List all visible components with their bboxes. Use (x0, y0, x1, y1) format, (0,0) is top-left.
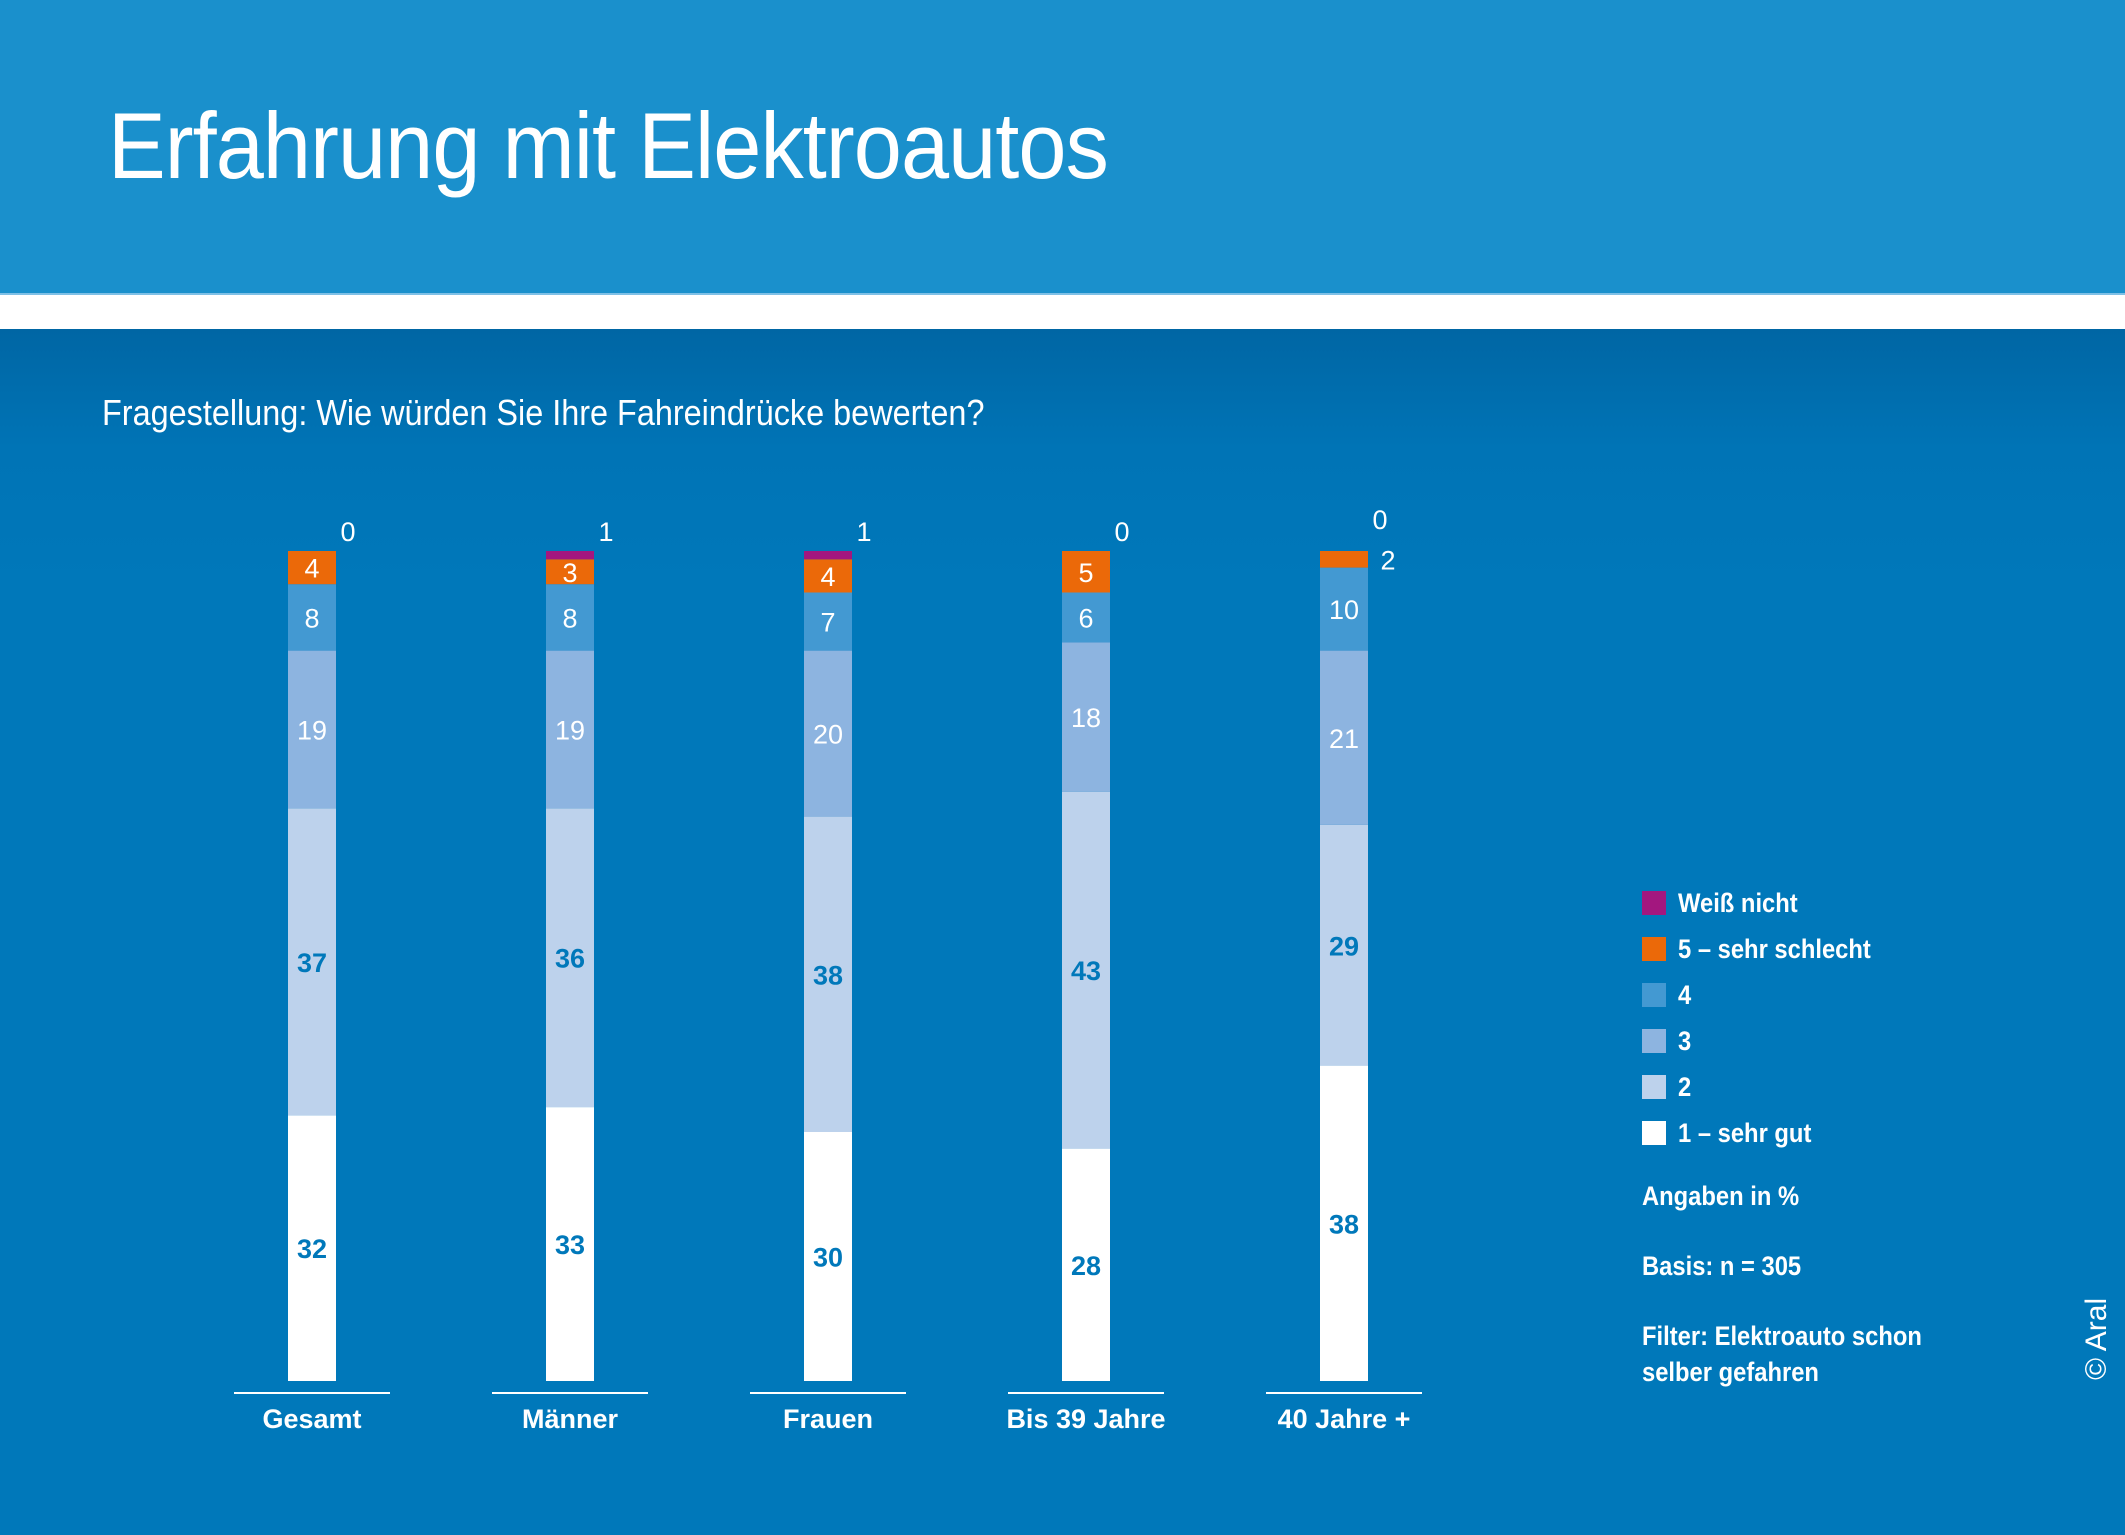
data-label-1-sehr-gut: 38 (1329, 1209, 1359, 1239)
legend-item-sehr-gut: 1 – sehr gut (1642, 1110, 1897, 1156)
data-label-1-sehr-gut: 32 (297, 1234, 327, 1264)
bar-segment-3 (804, 650, 852, 817)
data-label-weiss-nicht: 0 (1114, 517, 1129, 547)
data-label-weiss-nicht: 0 (340, 517, 355, 547)
data-label-4: 8 (304, 603, 319, 633)
legend-label: 3 (1678, 1025, 1692, 1056)
bar-frauen: 30 38 20 7 41 (804, 517, 872, 1381)
bar-segment-2 (288, 808, 336, 1116)
data-label-weiss-nicht: 1 (856, 517, 871, 547)
bar-bis-39-jahre: 28 43 18 6 50 (1062, 517, 1130, 1381)
data-label-2: 37 (297, 948, 327, 978)
bar-segment-3 (1320, 650, 1368, 825)
bar-segment-2 (1062, 791, 1110, 1149)
bar-segment-1-sehr-gut (288, 1115, 336, 1381)
legend-label: 5 – sehr schlecht (1678, 933, 1871, 964)
data-label-weiss-nicht: 0 (1372, 505, 1387, 535)
bar-segment-3 (546, 650, 594, 809)
header-band: Erfahrung mit Elektroautos (0, 0, 2125, 293)
data-label-4: 10 (1329, 595, 1359, 625)
bar-segment-wei-nicht (804, 551, 852, 560)
bar-m-nner: 33 36 19 8 31 (546, 517, 614, 1381)
data-label-1-sehr-gut: 28 (1071, 1251, 1101, 1281)
bar-segment-1-sehr-gut (1062, 1148, 1110, 1381)
bar-segment-2 (804, 816, 852, 1132)
bar-segment-4 (1320, 567, 1368, 651)
bar-gesamt: 32 37 19 8 40 (288, 517, 356, 1381)
bar-segment-4 (804, 592, 852, 651)
legend-item-weiss-nicht: Weiß nicht (1642, 880, 1897, 926)
bar-segment-5-sehr-schlecht (1062, 551, 1110, 593)
legend-label: 2 (1678, 1071, 1692, 1102)
bar-segment-5-sehr-schlecht (288, 551, 336, 585)
bar-segment-4 (1062, 592, 1110, 643)
data-label-4: 6 (1078, 603, 1093, 633)
data-label-4: 8 (562, 603, 577, 633)
data-label-1-sehr-gut: 33 (555, 1230, 585, 1260)
data-label-2: 29 (1329, 931, 1359, 961)
data-label-2: 43 (1071, 956, 1101, 986)
legend-swatch (1642, 983, 1666, 1007)
category-label-bis-39-jahre: Bis 39 Jahre (1006, 1404, 1165, 1434)
legend-label: Weiß nicht (1678, 887, 1798, 918)
divider-strip (0, 293, 2125, 329)
data-label-5-sehr-schlecht: 3 (562, 558, 577, 588)
bar-segment-4 (546, 584, 594, 651)
bar-segment-2 (1320, 824, 1368, 1066)
legend-swatch (1642, 937, 1666, 961)
data-label-3: 21 (1329, 724, 1359, 754)
data-label-2: 36 (555, 944, 585, 974)
legend-item-3: 3 (1642, 1018, 1897, 1064)
legend-swatch (1642, 1075, 1666, 1099)
legend-swatch (1642, 891, 1666, 915)
category-label-m-nner: Männer (522, 1404, 619, 1434)
bar-segment-3 (1062, 642, 1110, 792)
data-label-5-sehr-schlecht: 4 (304, 554, 319, 584)
data-label-3: 19 (297, 715, 327, 745)
data-label-2: 38 (813, 960, 843, 990)
bar-segment-5-sehr-schlecht (1320, 551, 1368, 568)
data-label-3: 19 (555, 715, 585, 745)
bar-segment-2 (546, 808, 594, 1108)
filter-note-line1: Filter: Elektroauto schon (1642, 1321, 1922, 1351)
category-label-40-jahre: 40 Jahre + (1278, 1404, 1411, 1434)
bar-segment-wei-nicht (546, 551, 594, 560)
bar-segment-4 (288, 584, 336, 651)
legend-label: 1 – sehr gut (1678, 1117, 1812, 1148)
data-label-5-sehr-schlecht: 4 (820, 562, 835, 592)
data-label-5-sehr-schlecht: 2 (1380, 545, 1395, 575)
bar-segment-5-sehr-schlecht (804, 559, 852, 593)
basis-note: Basis: n = 305 (1642, 1251, 1802, 1281)
data-label-5-sehr-schlecht: 5 (1078, 558, 1093, 588)
category-label-frauen: Frauen (783, 1404, 873, 1434)
bar-segment-3 (288, 650, 336, 809)
bar-40-jahre: 38 29 21 10 2 0 (1320, 505, 1396, 1381)
page-title: Erfahrung mit Elektroautos (108, 93, 1109, 198)
question-subtitle: Fragestellung: Wie würden Sie Ihre Fahre… (102, 392, 985, 433)
data-label-1-sehr-gut: 30 (813, 1243, 843, 1273)
bar-segment-5-sehr-schlecht (546, 559, 594, 585)
legend-label: 4 (1678, 979, 1692, 1010)
filter-note-line2: selber gefahren (1642, 1357, 1819, 1387)
legend-item-sehr-schlecht: 5 – sehr schlecht (1642, 926, 1897, 972)
copyright-text: © Aral (2080, 1297, 2113, 1380)
bar-segment-1-sehr-gut (1320, 1065, 1368, 1381)
legend-item-4: 4 (1642, 972, 1897, 1018)
data-label-3: 20 (813, 720, 843, 750)
bar-segment-1-sehr-gut (546, 1107, 594, 1381)
bar-segment-1-sehr-gut (804, 1132, 852, 1381)
legend-item-2: 2 (1642, 1064, 1897, 1110)
category-label-gesamt: Gesamt (262, 1404, 361, 1434)
data-label-4: 7 (820, 608, 835, 638)
legend-swatch (1642, 1121, 1666, 1145)
data-label-3: 18 (1071, 703, 1101, 733)
legend-swatch (1642, 1029, 1666, 1053)
data-label-weiss-nicht: 1 (598, 517, 613, 547)
unit-note: Angaben in % (1642, 1181, 1800, 1211)
legend: Weiß nicht 5 – sehr schlecht 4 3 2 1 – s… (1642, 880, 1897, 1156)
